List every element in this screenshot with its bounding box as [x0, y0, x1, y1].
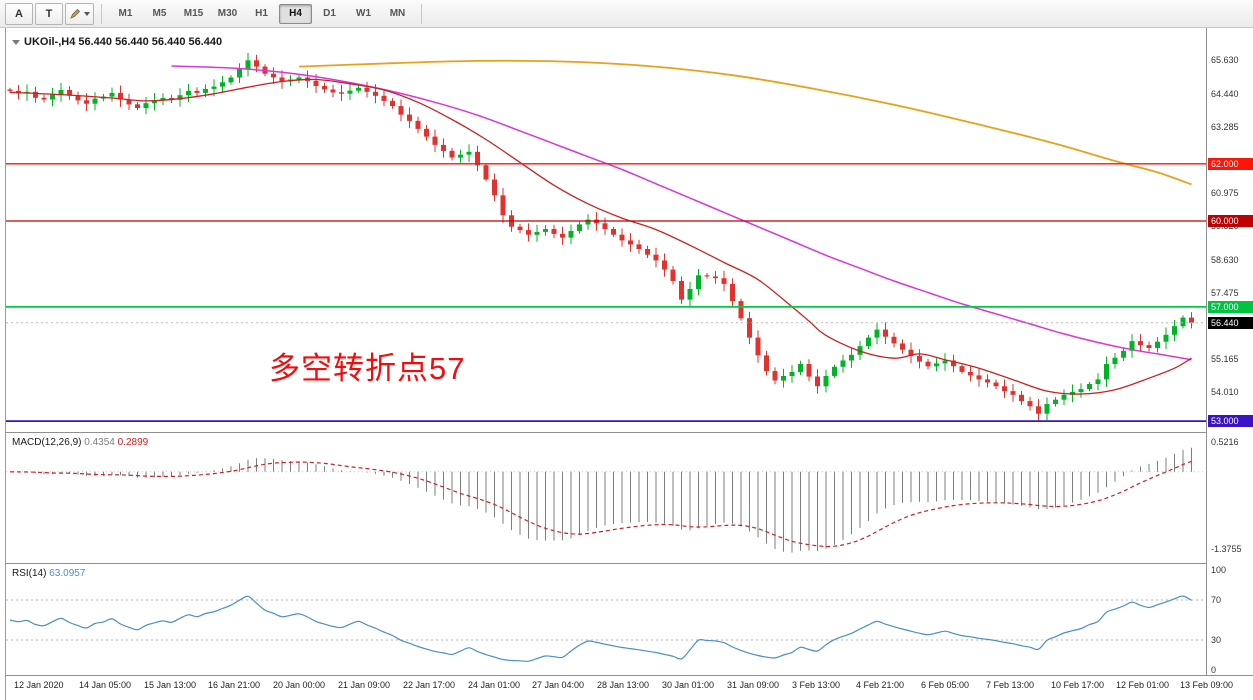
- macd-histogram: [18, 447, 1192, 553]
- rsi-label: RSI(14): [12, 568, 47, 579]
- time-axis: 12 Jan 2020 14 Jan 05:00 15 Jan 13:00 16 Ja…: [6, 675, 1253, 700]
- price-axis: 65.63064.44063.28560.97559.82058.63057.4…: [1206, 28, 1253, 676]
- macd-signal-value: 0.2899: [117, 437, 149, 448]
- timeframe-button-m30[interactable]: M30: [217, 8, 238, 19]
- timeframe-button-h4[interactable]: H4: [279, 3, 312, 24]
- price-axis-label: 60.975: [1211, 188, 1239, 198]
- rsi-panel[interactable]: [6, 564, 1206, 676]
- time-axis-label: 16 Jan 21:00: [208, 680, 261, 690]
- macd-header: MACD(12,26,9) 0.4354 0.2899: [12, 437, 148, 448]
- price-axis-label: 64.440: [1211, 89, 1239, 99]
- time-axis-label: 3 Feb 13:00: [792, 680, 841, 690]
- time-axis-label: 20 Jan 00:00: [273, 680, 326, 690]
- time-axis-label: 7 Feb 13:00: [986, 680, 1035, 690]
- ma-mid-line: [171, 65, 1192, 361]
- price-axis-label: 65.630: [1211, 55, 1239, 65]
- timeframe-button-h1[interactable]: H1: [255, 8, 268, 19]
- time-axis-label: 28 Jan 13:00: [597, 680, 650, 690]
- time-axis-label: 15 Jan 13:00: [144, 680, 197, 690]
- price-axis-label: 57.475: [1211, 288, 1239, 298]
- chart-area: 65.63064.44063.28560.97559.82058.63057.4…: [5, 28, 1253, 700]
- toolbar-separator: [421, 3, 422, 24]
- time-axis-label: 12 Feb 01:00: [1116, 680, 1170, 690]
- price-level-badge: 53.000: [1208, 415, 1253, 427]
- toolbar-separator: [101, 3, 102, 24]
- price-level-badge: 56.440: [1208, 317, 1253, 329]
- collapse-arrow-icon: [12, 39, 20, 45]
- macd-axis-label: 0.5216: [1211, 437, 1239, 447]
- time-axis-label: 21 Jan 09:00: [338, 680, 391, 690]
- time-axis-label: 4 Feb 21:00: [856, 680, 905, 690]
- text-tool-button[interactable]: T: [35, 2, 63, 25]
- time-axis-label: 13 Feb 09:00: [1180, 680, 1234, 690]
- timeframe-button-w1[interactable]: W1: [356, 8, 371, 19]
- arrow-tool-button[interactable]: A: [5, 2, 33, 25]
- macd-signal-line: [9, 460, 1192, 548]
- symbol-ohlc-text: UKOil-,H4 56.440 56.440 56.440 56.440: [24, 36, 223, 48]
- timeframe-button-mn[interactable]: MN: [389, 8, 406, 19]
- ma-slow-line: [298, 59, 1192, 186]
- rsi-axis-label: 70: [1211, 595, 1222, 605]
- price-chart[interactable]: [6, 28, 1206, 432]
- timeframe-button-m5[interactable]: M5: [152, 8, 167, 19]
- rsi-axis-label: 100: [1211, 565, 1227, 575]
- candles: [7, 52, 1194, 421]
- price-level-badge: 57.000: [1208, 301, 1253, 313]
- price-axis-label: 55.165: [1211, 354, 1239, 364]
- main-toolbar: A T M1 M5 M15 M30 H1 H4 D1 W1 MN: [0, 0, 1253, 28]
- macd-main-value: 0.4354: [84, 437, 115, 448]
- symbol-ohlc: UKOil-,H4 56.440 56.440 56.440 56.440: [12, 36, 222, 48]
- time-axis-label: 10 Feb 17:00: [1051, 680, 1105, 690]
- time-axis-label: 27 Jan 04:00: [532, 680, 585, 690]
- timeframe-button-d1[interactable]: D1: [323, 8, 336, 19]
- macd-panel[interactable]: [6, 433, 1206, 563]
- timeframe-group: M1 M5 M15 M30 H1 H4 D1 W1 MN: [109, 3, 414, 24]
- price-level-badge: 62.000: [1208, 158, 1253, 170]
- rsi-value: 63.0957: [49, 568, 86, 579]
- panel-divider[interactable]: [6, 432, 1253, 433]
- timeframe-button-m15[interactable]: M15: [183, 8, 204, 19]
- rsi-axis-label: 30: [1211, 635, 1222, 645]
- panel-divider[interactable]: [6, 563, 1253, 564]
- price-axis-label: 54.010: [1211, 387, 1239, 397]
- price-axis-label: 58.630: [1211, 255, 1239, 265]
- time-axis-label: 31 Jan 09:00: [727, 680, 780, 690]
- time-axis-label: 22 Jan 17:00: [403, 680, 456, 690]
- macd-axis-label: -1.3755: [1211, 544, 1242, 554]
- pencil-icon: [70, 8, 81, 19]
- price-level-badge: 60.000: [1208, 215, 1253, 227]
- ma-fast-line: [9, 78, 1192, 395]
- time-axis-label: 24 Jan 01:00: [468, 680, 521, 690]
- chevron-down-icon: [84, 11, 90, 16]
- macd-label: MACD(12,26,9): [12, 437, 82, 448]
- rsi-header: RSI(14) 63.0957: [12, 568, 85, 579]
- rsi-axis-label: 0: [1211, 665, 1217, 675]
- timeframe-button-m1[interactable]: M1: [118, 8, 133, 19]
- chart-annotation-text[interactable]: 多空转折点57: [269, 351, 466, 386]
- time-axis-label: 12 Jan 2020: [14, 680, 64, 690]
- draw-tool-button[interactable]: [65, 2, 94, 25]
- time-axis-label: 14 Jan 05:00: [79, 680, 132, 690]
- price-axis-label: 63.285: [1211, 122, 1239, 132]
- rsi-line: [9, 595, 1192, 662]
- time-axis-label: 6 Feb 05:00: [921, 680, 970, 690]
- time-axis-label: 30 Jan 01:00: [662, 680, 715, 690]
